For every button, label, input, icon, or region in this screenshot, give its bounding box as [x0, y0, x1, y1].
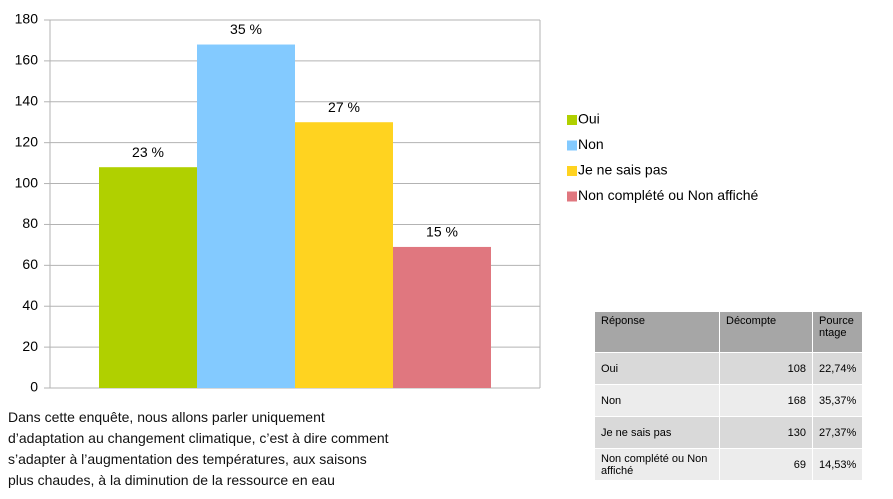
y-tick-label: 40 [22, 297, 38, 313]
header-row: Réponse Décompte Pourcentage [595, 312, 864, 353]
y-tick-label: 100 [15, 174, 39, 190]
data-table: Réponse Décompte Pourcentage Oui 108 22,74% No… [595, 312, 864, 481]
table-row: Oui 108 22,74% [595, 352, 864, 385]
table-row: Non 168 35,37% [595, 384, 864, 417]
y-tick-label: 120 [15, 133, 39, 149]
legend-swatch [567, 166, 577, 176]
header-cell: Décompte [719, 312, 813, 353]
y-tick-label: 60 [22, 256, 38, 272]
value-label: 27 % [328, 99, 360, 115]
table-row: Je ne sais pas 130 27,37% [595, 416, 864, 449]
legend-swatch [567, 115, 577, 125]
header-cell: Réponse [595, 312, 720, 353]
y-tick-label: 20 [22, 338, 38, 354]
table-cell: 27,37% [812, 416, 864, 449]
table-cell: 35,37% [812, 384, 864, 417]
legend-label: Non complété ou Non affiché [578, 187, 759, 203]
table-cell: 108 [719, 352, 813, 385]
text-line: d’adaptation au changement climatique, c… [8, 430, 389, 446]
table-cell: Non [595, 384, 720, 417]
legend-swatch [567, 140, 577, 151]
bar [393, 246, 491, 388]
bar [99, 167, 197, 388]
bar [295, 122, 393, 388]
y-tick-label: 80 [22, 215, 38, 231]
text-line: plus chaudes, à la diminution de la ress… [8, 472, 335, 488]
value-label: 35 % [230, 21, 262, 37]
table-cell: 14,53% [812, 448, 864, 481]
table-cell: Oui [595, 352, 720, 385]
legend-label: Non [578, 136, 604, 152]
table-cell: 168 [719, 384, 813, 417]
table-cell: Non complété ou Non affiché [595, 448, 720, 481]
paragraph: Dans cette enquête, nous allons parler u… [8, 407, 389, 491]
value-label: 23 % [132, 144, 164, 160]
table-cell: 22,74% [812, 352, 864, 385]
y-tick-label: 140 [15, 92, 39, 108]
table-cell: 69 [719, 448, 813, 481]
bar [197, 44, 295, 389]
y-tick-label: 160 [15, 52, 39, 68]
legend-label: Je ne sais pas [578, 162, 668, 178]
table-row: Non complété ou Non affiché 69 14,53% [595, 448, 864, 481]
value-label: 15 % [426, 224, 458, 240]
text-line: Dans cette enquête, nous allons parler u… [8, 409, 325, 425]
legend-swatch [567, 191, 577, 202]
y-tick-label: 0 [30, 379, 38, 395]
table-cell: 130 [719, 416, 813, 449]
text-line: s’adapter à l’augmentation des températu… [8, 451, 367, 467]
legend-label: Oui [578, 111, 600, 127]
header-cell: Pourcentage [812, 312, 864, 353]
table-cell: Je ne sais pas [595, 416, 720, 449]
y-tick-label: 180 [15, 11, 39, 27]
